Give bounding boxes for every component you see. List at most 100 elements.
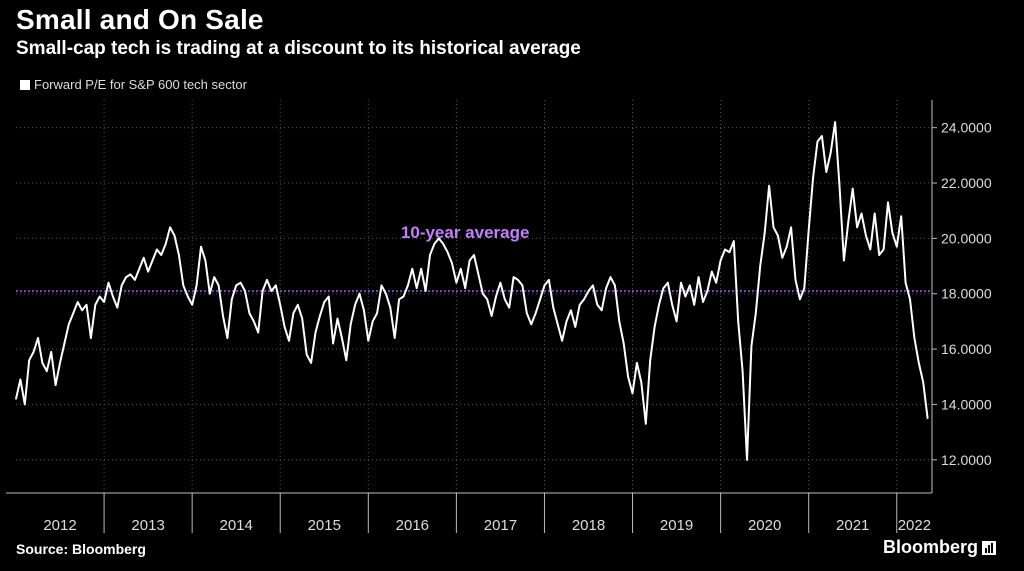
data-point [781,257,784,259]
data-point [266,279,268,281]
data-point [922,381,924,384]
data-point [896,245,898,248]
data-point [32,351,35,353]
data-point [297,304,299,306]
legend-swatch [20,79,30,90]
data-point [319,315,321,317]
data-point [173,234,176,237]
data-point [543,284,546,287]
data-point [733,240,735,242]
data-point [763,232,766,234]
data-point [76,301,79,303]
data-point [103,301,105,303]
data-point [345,359,348,362]
data-point [574,326,577,328]
data-point [451,262,453,265]
data-point [856,226,858,229]
data-point [539,298,541,301]
data-point [512,276,515,278]
data-point [605,287,607,290]
data-point [662,287,665,290]
data-point [838,185,841,187]
data-point [622,342,625,345]
x-tick-label: 2015 [308,517,341,534]
data-point [851,187,854,190]
data-point [187,295,189,298]
data-point [508,306,511,309]
data-point [327,295,330,298]
data-point [530,323,532,326]
data-point [570,309,572,312]
data-point [680,281,682,284]
data-point [72,312,75,314]
data-point [420,268,423,270]
x-tick-label: 2014 [220,517,253,534]
data-point [156,248,158,251]
data-point [367,340,370,342]
data-point [217,284,220,287]
series-layer [15,121,929,461]
data-point [777,234,779,237]
data-point [160,254,163,256]
data-point [213,276,215,278]
data-point [138,268,141,270]
data-point [759,265,761,267]
data-point [746,459,748,461]
brand-text: Bloomberg [883,537,979,557]
data-point [627,376,629,378]
data-point [587,290,590,292]
data-point [697,276,700,278]
data-point [85,304,88,306]
data-point [402,295,405,298]
data-point [640,381,643,384]
data-point [393,337,396,339]
data-point [486,298,489,301]
data-point [631,392,634,395]
data-point [869,248,872,251]
data-point [288,340,290,342]
x-tick-label: 2018 [572,517,605,534]
data-point [834,121,836,123]
data-point [860,212,863,215]
chart-subtitle: Small-cap tech is trading at a discount … [16,38,581,59]
data-point [46,370,48,373]
data-point [772,226,775,229]
data-point [305,353,308,356]
bloomberg-logo: Bloomberg [883,537,997,558]
data-point [468,259,471,262]
legend: Forward P/E for S&P 600 tech sector [20,77,247,92]
data-point [358,292,361,295]
data-point [618,320,621,323]
data-point [689,284,691,287]
y-tick-label: 16.0000 [941,341,992,357]
data-point [107,281,110,284]
data-point [482,292,484,295]
data-point [283,326,286,328]
y-tick-label: 24.0000 [941,120,992,136]
data-point [702,301,704,303]
data-point [526,312,528,314]
data-point [371,320,374,323]
data-point [865,234,867,237]
y-tick-label: 18.0000 [941,286,992,302]
data-point [909,298,911,301]
data-point [37,337,39,339]
data-point [653,326,656,328]
data-point [552,306,555,309]
x-tick-label: 2019 [660,517,693,534]
data-point [438,237,440,240]
data-point [816,140,819,143]
data-point [900,215,902,217]
data-point [609,276,612,278]
data-point [94,304,97,306]
data-point [768,185,770,187]
data-point [301,317,304,320]
data-point [59,362,61,364]
data-point [636,362,638,364]
source-note: Source: Bloomberg [16,541,146,557]
data-point [460,268,462,270]
data-point [182,284,185,287]
data-point [821,135,823,137]
data-point [151,259,154,262]
data-point [68,323,70,326]
